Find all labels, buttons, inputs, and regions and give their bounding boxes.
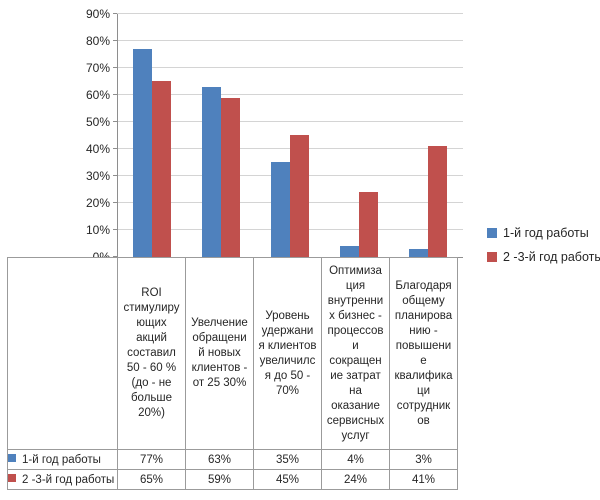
- category-label-5: Благодаря общему планирова нию - повышен…: [389, 257, 458, 450]
- table-value-s2-c5: 41%: [389, 469, 458, 490]
- bar-2-cat-4: [359, 192, 379, 257]
- legend-label: 2 -3-й год работы: [503, 250, 600, 264]
- y-axis-label: 30%: [85, 169, 110, 183]
- bar-2-cat-1: [151, 81, 171, 257]
- legend-item-2: 2 -3-й год работы: [487, 250, 600, 264]
- gridline: [117, 13, 463, 14]
- table-value-s2-c3: 45%: [253, 469, 322, 490]
- category-label-3: Уровень удержани я клиентов увеличилс я …: [253, 257, 322, 450]
- series-name-label: 1-й год работы: [22, 453, 101, 466]
- y-axis-label: 20%: [85, 196, 110, 210]
- table-value-s1-c3: 35%: [253, 449, 322, 470]
- axis-tick: [113, 202, 117, 203]
- data-table: ROI стимулиру ющих акций составил 50 - 6…: [7, 257, 458, 490]
- table-corner-cell: [7, 257, 118, 450]
- y-axis-label: 90%: [85, 7, 110, 21]
- y-axis-line: [117, 14, 118, 257]
- axis-tick: [113, 13, 117, 14]
- legend-swatch-icon: [487, 228, 497, 238]
- table-value-s2-c1: 65%: [117, 469, 186, 490]
- y-axis-label: 50%: [85, 115, 110, 129]
- category-label-2: Увелчение обращени й новых клиентов - от…: [185, 257, 254, 450]
- table-value-s1-c5: 3%: [389, 449, 458, 470]
- series-name-label: 2 -3-й год работы: [22, 473, 115, 486]
- category-label-4: Оптимиза ция внутренни х бизнес - процес…: [321, 257, 390, 450]
- table-value-s1-c4: 4%: [321, 449, 390, 470]
- bar-2-cat-2: [220, 98, 240, 257]
- series-name-cell-1: 1-й год работы: [7, 449, 118, 470]
- y-axis-label: 70%: [85, 61, 110, 75]
- axis-tick: [113, 40, 117, 41]
- series-swatch-icon: [8, 474, 16, 483]
- bar-1-cat-5: [409, 249, 429, 257]
- axis-tick: [113, 175, 117, 176]
- category-label-1: ROI стимулиру ющих акций составил 50 - 6…: [117, 257, 186, 450]
- bar-1-cat-2: [201, 87, 221, 257]
- gridline: [117, 67, 463, 68]
- gridline: [117, 94, 463, 95]
- axis-tick: [113, 148, 117, 149]
- y-axis-label: 60%: [85, 88, 110, 102]
- axis-tick: [113, 229, 117, 230]
- bar-2-cat-5: [428, 146, 448, 257]
- legend-item-1: 1-й год работы: [487, 226, 600, 240]
- y-axis-label: 40%: [85, 142, 110, 156]
- gridline: [117, 40, 463, 41]
- bar-1-cat-3: [271, 162, 290, 257]
- series-swatch-icon: [8, 454, 16, 463]
- axis-tick: [113, 121, 117, 122]
- series-name-cell-2: 2 -3-й год работы: [7, 469, 118, 490]
- bar-1-cat-4: [340, 246, 360, 257]
- legend: 1-й год работы 2 -3-й год работы: [487, 226, 600, 274]
- table-value-s2-c4: 24%: [321, 469, 390, 490]
- table-value-s1-c1: 77%: [117, 449, 186, 470]
- chart-data-table: ROI стимулиру ющих акций составил 50 - 6…: [7, 257, 458, 490]
- axis-tick: [113, 67, 117, 68]
- legend-label: 1-й год работы: [503, 226, 589, 240]
- table-value-s1-c2: 63%: [185, 449, 254, 470]
- axis-tick: [113, 256, 117, 257]
- y-axis-label: 80%: [85, 34, 110, 48]
- gridline: [117, 121, 463, 122]
- bar-2-cat-3: [290, 135, 309, 257]
- table-value-s2-c2: 59%: [185, 469, 254, 490]
- axis-tick: [113, 94, 117, 95]
- bar-1-cat-1: [132, 49, 152, 257]
- legend-swatch-icon: [487, 252, 497, 262]
- y-axis-label: 10%: [85, 223, 110, 237]
